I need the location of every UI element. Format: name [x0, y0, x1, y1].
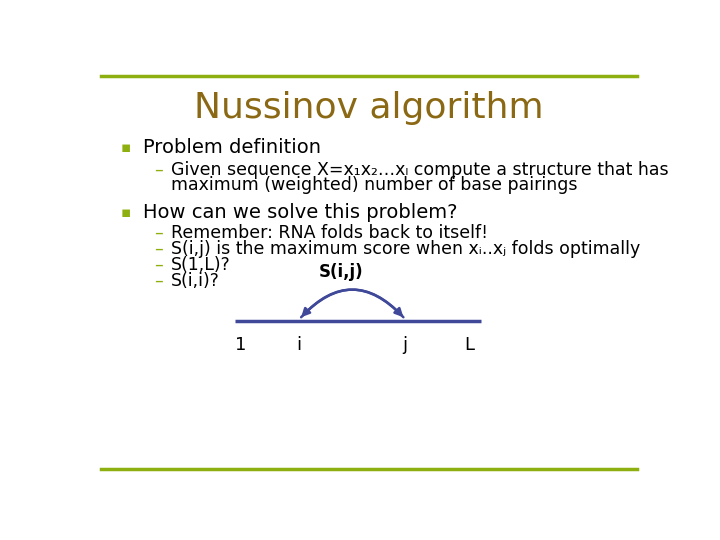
- FancyArrowPatch shape: [303, 289, 403, 317]
- Text: Remember: RNA folds back to itself!: Remember: RNA folds back to itself!: [171, 224, 488, 242]
- Text: How can we solve this problem?: How can we solve this problem?: [143, 203, 457, 222]
- Text: –: –: [154, 160, 163, 179]
- FancyArrowPatch shape: [301, 289, 402, 317]
- Text: –: –: [154, 256, 163, 274]
- Text: maximum (weighted) number of base pairings: maximum (weighted) number of base pairin…: [171, 177, 577, 194]
- Text: ▪: ▪: [121, 205, 131, 220]
- Text: –: –: [154, 224, 163, 242]
- Text: –: –: [154, 240, 163, 258]
- Text: S(1,L)?: S(1,L)?: [171, 256, 230, 274]
- Text: L: L: [464, 336, 474, 354]
- Text: –: –: [154, 272, 163, 289]
- Text: S(i,i)?: S(i,i)?: [171, 272, 220, 289]
- Text: Nussinov algorithm: Nussinov algorithm: [194, 91, 544, 125]
- Text: i: i: [297, 336, 302, 354]
- Text: S(i,j): S(i,j): [319, 263, 364, 281]
- Text: j: j: [402, 336, 408, 354]
- Text: S(i,j) is the maximum score when xᵢ..xⱼ folds optimally: S(i,j) is the maximum score when xᵢ..xⱼ …: [171, 240, 640, 258]
- Text: Given sequence X=x₁x₂…xₗ compute a structure that has: Given sequence X=x₁x₂…xₗ compute a struc…: [171, 160, 669, 179]
- Text: Problem definition: Problem definition: [143, 138, 321, 158]
- Text: 1: 1: [235, 336, 246, 354]
- Text: ▪: ▪: [121, 140, 131, 156]
